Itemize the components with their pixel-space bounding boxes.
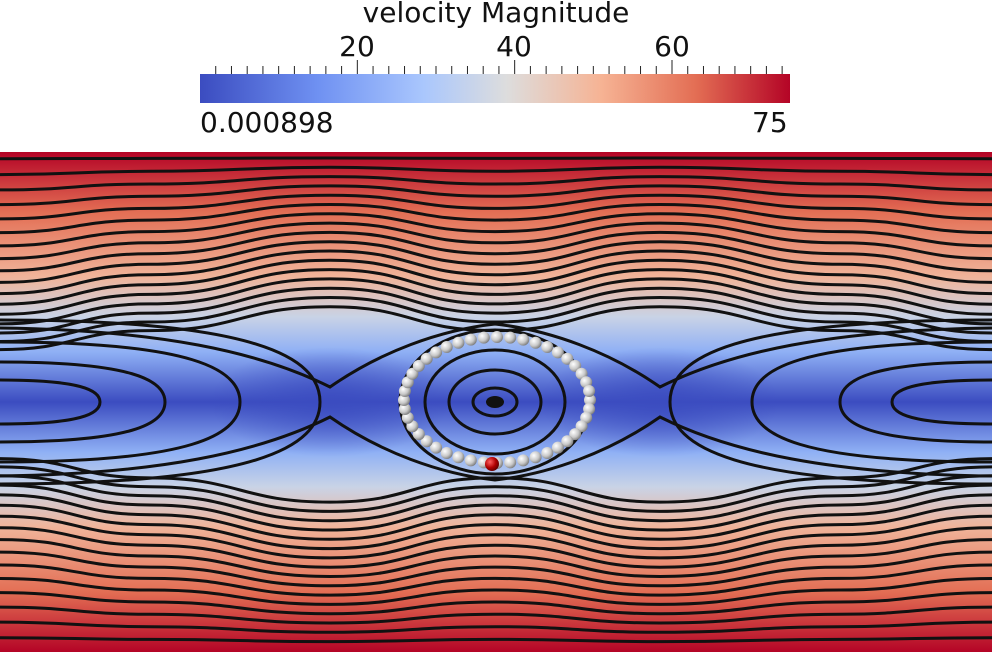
streamline bbox=[0, 591, 992, 616]
streamline-separatrix bbox=[0, 415, 992, 482]
streamline bbox=[0, 563, 992, 597]
legend-title: velocity Magnitude bbox=[362, 0, 630, 29]
particle-ring bbox=[398, 331, 596, 471]
particle bbox=[412, 359, 425, 372]
legend-color-bar bbox=[200, 74, 790, 103]
streamline bbox=[0, 514, 992, 560]
streamline bbox=[0, 277, 992, 326]
highlighted-particle bbox=[485, 457, 499, 471]
streamline bbox=[0, 258, 992, 306]
streamlines bbox=[0, 156, 992, 644]
vortex-core bbox=[486, 396, 504, 408]
vortex-streamline bbox=[447, 368, 543, 436]
streamline-left-lobe bbox=[0, 340, 242, 464]
particle bbox=[529, 336, 542, 349]
particle bbox=[452, 451, 465, 464]
particle bbox=[517, 454, 530, 467]
streamline-left-lobe bbox=[0, 318, 322, 486]
streamline-separatrix bbox=[0, 322, 992, 389]
stagnation-region-right bbox=[540, 347, 780, 457]
streamline-right-lobe bbox=[668, 318, 992, 486]
streamline-right-lobe bbox=[890, 378, 992, 426]
particle bbox=[440, 341, 453, 353]
streamline bbox=[0, 636, 992, 644]
legend-tick-label-60: 60 bbox=[654, 30, 690, 63]
particle bbox=[452, 336, 465, 349]
streamline bbox=[0, 286, 992, 335]
particle bbox=[541, 447, 554, 459]
particle bbox=[504, 331, 517, 344]
legend-tick-label-40: 40 bbox=[496, 30, 532, 63]
streamline bbox=[0, 202, 992, 235]
particle bbox=[583, 385, 596, 397]
flow-visualization bbox=[0, 152, 992, 652]
streamline-left-lobe bbox=[0, 378, 102, 426]
streamline bbox=[0, 165, 992, 177]
streamline bbox=[0, 474, 992, 523]
particle bbox=[398, 394, 410, 406]
streamline-left-lobe bbox=[0, 360, 167, 444]
streamline bbox=[0, 483, 992, 532]
streamline bbox=[0, 240, 992, 284]
particle bbox=[420, 352, 433, 365]
legend-max-label: 75 bbox=[752, 106, 788, 139]
streamline bbox=[0, 193, 992, 221]
streamline bbox=[0, 526, 992, 569]
stagnation-region-left bbox=[210, 347, 450, 457]
particle bbox=[561, 352, 574, 365]
particle bbox=[464, 454, 477, 467]
particle bbox=[529, 451, 542, 464]
streamline bbox=[0, 577, 992, 606]
particle bbox=[430, 441, 443, 454]
streamline bbox=[0, 465, 992, 513]
particle bbox=[420, 435, 433, 448]
particle bbox=[440, 447, 453, 459]
streamline bbox=[0, 249, 992, 296]
particle bbox=[584, 394, 596, 406]
streamline bbox=[0, 175, 992, 192]
streamline bbox=[0, 620, 992, 634]
particle bbox=[398, 403, 411, 415]
legend-min-label: 0.000898 bbox=[200, 106, 334, 139]
particle bbox=[504, 456, 517, 469]
particle bbox=[491, 331, 503, 343]
particle bbox=[569, 428, 582, 441]
streamline-right-lobe bbox=[838, 360, 992, 444]
legend-tick-marks bbox=[215, 60, 783, 74]
streamline bbox=[0, 212, 992, 248]
particle bbox=[551, 441, 564, 454]
particle bbox=[551, 346, 564, 359]
streamline bbox=[0, 493, 992, 541]
streamline bbox=[0, 268, 992, 316]
vortex-streamline bbox=[471, 386, 519, 418]
particle bbox=[477, 331, 490, 344]
streamline bbox=[0, 503, 992, 551]
streamline bbox=[0, 221, 992, 261]
particle bbox=[517, 333, 530, 346]
streamline bbox=[0, 230, 992, 273]
vortex-streamline bbox=[423, 348, 567, 456]
streamline bbox=[0, 550, 992, 588]
streamline bbox=[0, 538, 992, 579]
particle bbox=[541, 341, 554, 353]
streamline-right-lobe bbox=[750, 340, 992, 464]
streamline bbox=[0, 184, 992, 207]
streamline bbox=[0, 295, 992, 343]
legend-tick-label-20: 20 bbox=[339, 30, 375, 63]
particle bbox=[464, 333, 477, 346]
particle bbox=[561, 435, 574, 448]
streamline bbox=[0, 605, 992, 625]
particle bbox=[430, 346, 443, 359]
color-legend: velocity Magnitude 20 40 60 0.000898 75 bbox=[0, 0, 992, 150]
streamline bbox=[0, 156, 992, 161]
